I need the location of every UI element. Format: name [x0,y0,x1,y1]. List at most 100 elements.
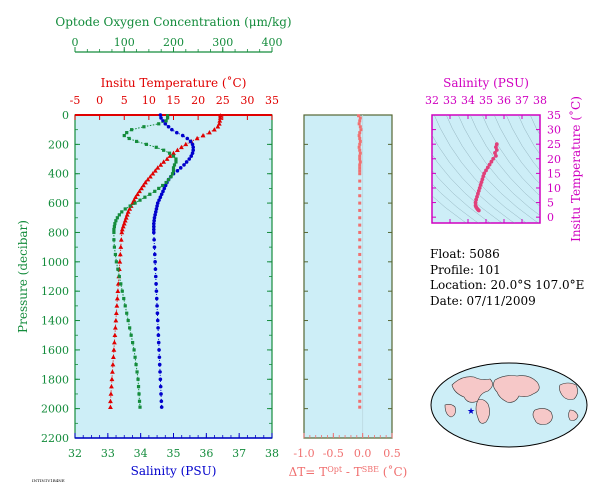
delta-tick-label: 0.5 [383,447,401,460]
salinity-point [174,130,179,135]
oxygen-point [125,131,129,135]
delta-point [358,163,362,167]
salinity-point [155,311,160,316]
delta-point [357,122,361,126]
delta-point [358,151,362,155]
temperature-point [112,325,118,330]
delta-point [358,116,362,120]
map-landmass [451,376,493,403]
temperature-point [112,332,118,338]
delta-point [358,355,362,359]
ts-point [494,148,499,152]
temperature-point [117,251,123,257]
salinity-point [163,183,168,188]
salinity-point [157,355,162,360]
ts-point [479,180,484,185]
delta-label-text: - T [342,465,362,479]
salinity-point [189,154,194,158]
location-map: ★ [430,362,588,448]
delta-point [358,179,362,183]
delta-point [358,136,362,140]
delta-point [358,348,362,352]
oxygen-point [113,252,117,257]
map-landmass [568,409,579,421]
oxygen-point [122,133,126,138]
isopycnal-line [481,115,540,197]
ts-point [494,153,498,158]
ts-temperature-tick-label: 30 [547,124,561,137]
oxygen-point [114,219,118,223]
temperature-point [119,229,125,235]
oxygen-point [167,151,172,155]
oxygen-point [169,175,173,179]
oxygen-point [130,128,134,132]
oxygen-point [132,348,136,352]
ts-isopycnals [432,115,540,223]
delta-point [358,311,362,315]
isopycnal-line [432,170,491,223]
temperature-point [139,185,144,191]
delta-tick-label: 0.0 [354,447,372,460]
float-location-marker: ★ [467,407,475,417]
salinity-point [152,224,156,229]
salinity-point [190,142,195,147]
isopycnal-line [432,195,467,223]
temperature-point [114,303,120,308]
salinity-point [155,204,159,208]
salinity-point [154,289,159,293]
oxygen-tick-label: 200 [163,36,184,49]
pressure-tick-label: 2200 [41,432,69,445]
oxygen-point [165,116,170,120]
delta-point [358,223,362,227]
oxygen-point [117,274,121,279]
salinity-point [158,113,163,117]
delta-label-text: (˚C) [379,464,407,479]
ts-temperature-tick-label: 25 [547,138,561,151]
delta-label-sup: Opt [327,465,343,474]
salinity-point [178,166,183,170]
delta-point [358,216,362,220]
temperature-point [119,226,125,232]
oxygen-tick-label: 0 [72,36,79,49]
temperature-point [114,295,120,301]
oxygen-point [113,222,117,226]
temperature-point [155,165,161,170]
temperature-point [175,147,180,153]
ts-point [491,156,496,161]
temperature-point [118,244,124,249]
temperature-tick-label: 35 [265,94,279,107]
temperature-point [152,168,158,173]
delta-tick-label: -1.0 [293,447,314,460]
salinity-point [152,252,157,257]
salinity-point [161,189,165,194]
ts-salinity-tick-label: 35 [479,94,493,107]
profiles-panel: 0200400600800100012001400160018002000220… [16,15,292,478]
temperature-point [200,132,206,138]
ts-temperature-axis-label: Insitu Temperature (˚C) [568,96,583,242]
temperature-point [127,206,133,211]
temperature-point [147,174,153,179]
delta-point [358,131,362,135]
oxygen-point [142,125,146,129]
temperature-tick-label: -5 [70,94,81,107]
ts-point [494,142,499,147]
ts-temperature-tick-label: 35 [547,109,561,122]
salinity-point [159,405,164,409]
oxygen-point [115,216,119,220]
oxygen-point [125,311,129,315]
oxygen-point [114,260,118,264]
delta-point [358,405,362,409]
oxygen-point [166,178,171,182]
delta-point [358,385,362,389]
temperature-point [108,404,113,409]
delta-point [358,282,362,286]
temperature-point [158,162,164,167]
oxygen-point [133,355,137,359]
delta-point [358,142,362,146]
isopycnal-line [432,183,479,223]
profile-date: Date: 07/11/2009 [430,293,536,308]
oxygen-point [171,154,176,158]
oxygen-point [171,166,176,170]
temperature-axis-label: Insitu Temperature (˚C) [101,75,247,90]
